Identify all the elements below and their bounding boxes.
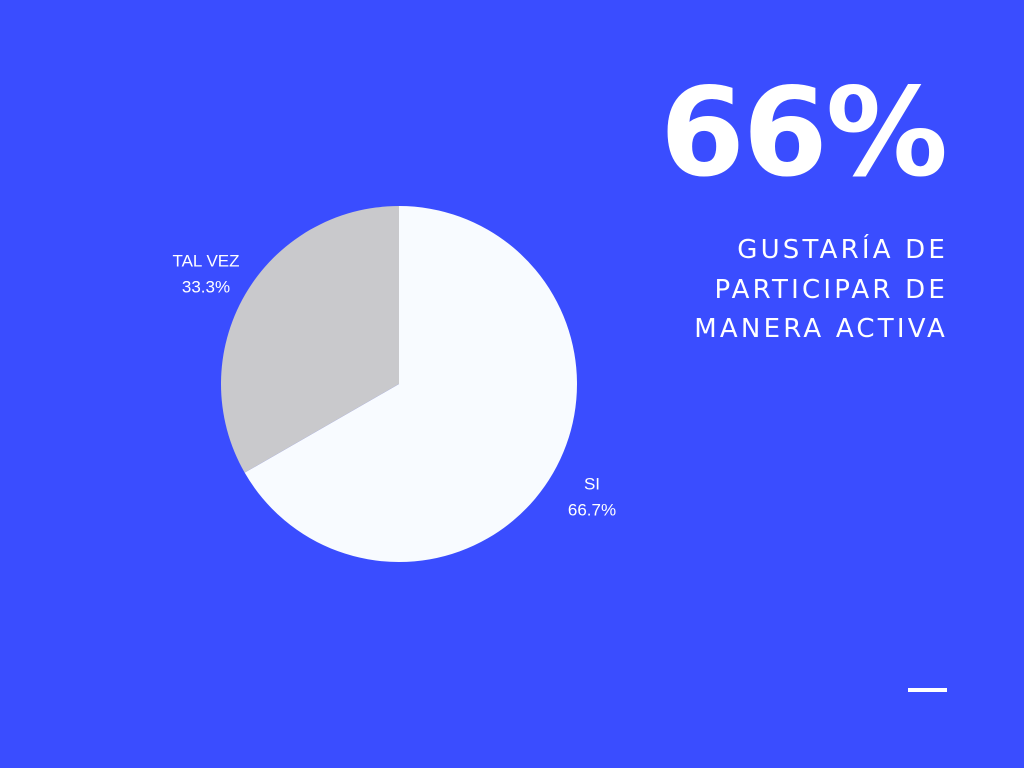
- accent-line: [908, 688, 947, 692]
- slice-label-si: SI: [584, 475, 600, 494]
- pie-slice-si: [244, 206, 577, 562]
- slice-percent-si: 66.7%: [568, 501, 616, 520]
- slice-label-tal-vez: TAL VEZ: [172, 251, 239, 270]
- headline-value: 66%: [659, 62, 948, 204]
- slice-percent-tal-vez: 33.3%: [182, 277, 230, 296]
- pie-slice-tal-vez: [220, 206, 399, 473]
- headline-caption: GUSTARÍA DE PARTICIPAR DE MANERA ACTIVA: [694, 235, 948, 344]
